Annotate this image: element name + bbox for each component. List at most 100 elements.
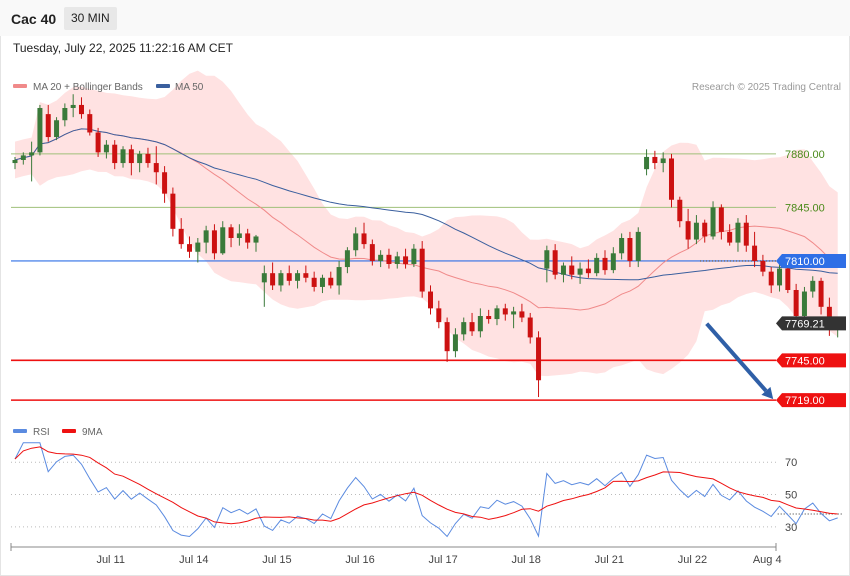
candle-body: [519, 311, 525, 318]
candle-body: [461, 322, 467, 335]
x-tick-label: Jul 18: [512, 554, 541, 566]
candle-body: [344, 250, 350, 268]
candlestick: [311, 271, 317, 292]
bollinger-bands: [15, 70, 838, 377]
candle-body: [378, 254, 384, 261]
candle-body: [436, 308, 442, 323]
candlestick: [153, 146, 159, 185]
candle-body: [627, 238, 633, 261]
candle-body: [319, 277, 325, 287]
candlestick: [178, 218, 184, 249]
candlestick: [344, 247, 350, 274]
candle-body: [793, 290, 799, 316]
candle-body: [602, 257, 608, 271]
support-label-tag: [776, 393, 846, 408]
candle-body: [577, 268, 583, 275]
x-tick-label: Jul 14: [179, 554, 208, 566]
candlestick: [403, 248, 409, 269]
candle-body: [78, 104, 84, 115]
candlestick: [12, 156, 18, 170]
timestamp: Tuesday, July 22, 2025 11:22:16 AM CET: [13, 41, 233, 55]
candlestick: [419, 241, 425, 298]
candlestick: [461, 317, 467, 341]
support-label: 7745.00: [785, 355, 825, 367]
candle-body: [311, 277, 317, 287]
candle-body: [752, 245, 758, 261]
level-labels: 7880.00 7845.00 7810.00 7769.21 7745.00 7719.…: [776, 149, 846, 408]
candlestick: [378, 250, 384, 268]
candle-body: [394, 256, 400, 264]
candle-body: [544, 250, 550, 269]
candle-body: [45, 114, 51, 138]
candlestick: [253, 234, 259, 252]
candlestick: [610, 247, 616, 274]
candle-body: [353, 233, 359, 251]
candle-body: [253, 236, 259, 243]
candlestick: [428, 285, 433, 315]
price-legend: MA 20 + Bollinger Bands MA 50 Research ©…: [13, 82, 841, 93]
candle-body: [328, 277, 334, 286]
candlestick: [818, 277, 824, 315]
candlestick: [369, 239, 375, 266]
candle-body: [361, 233, 367, 245]
candlestick: [54, 117, 60, 141]
candle-body: [37, 108, 43, 153]
candlestick: [95, 127, 101, 157]
candle-body: [286, 273, 292, 281]
candle-body: [103, 144, 109, 153]
candlestick: [145, 147, 151, 168]
x-tick-label: Jul 21: [595, 554, 624, 566]
candle-body: [818, 280, 824, 307]
candlestick: [187, 236, 193, 258]
candlestick: [627, 231, 633, 268]
candlestick: [128, 144, 134, 176]
candle-body: [810, 280, 816, 292]
candlestick: [502, 303, 508, 321]
candlestick: [328, 271, 334, 289]
candle-body: [137, 153, 143, 164]
candle-body: [95, 132, 101, 153]
candlestick: [702, 219, 708, 243]
candlestick: [411, 244, 417, 268]
candlestick: [295, 270, 301, 289]
candle-body: [585, 268, 591, 274]
support-label: 7719.00: [785, 395, 825, 407]
candle-body: [386, 254, 392, 264]
candle-body: [785, 268, 791, 290]
ma50-swatch: [156, 84, 170, 88]
candle-body: [220, 227, 226, 254]
candle-body: [652, 156, 658, 164]
interval-selector[interactable]: 30 MIN: [64, 7, 117, 30]
rsi-legend-label: RSI: [33, 427, 50, 438]
candlestick: [162, 166, 168, 203]
candle-body: [777, 268, 783, 286]
candlestick: [270, 262, 276, 290]
candle-body: [718, 207, 724, 232]
candlestick: [801, 286, 807, 320]
rsi-legend: RSI 9MA: [13, 427, 103, 438]
candlestick: [635, 227, 641, 268]
candlestick: [652, 150, 658, 170]
rsi-tick-label: 50: [785, 490, 797, 502]
candlestick: [735, 218, 741, 252]
candlestick: [361, 222, 367, 249]
candlestick: [710, 201, 716, 240]
candlestick: [319, 274, 325, 294]
candlestick: [29, 141, 35, 182]
forecast-arrow: [705, 322, 774, 400]
candle-body: [660, 158, 666, 164]
candlestick: [544, 245, 550, 283]
candle-body: [236, 233, 242, 238]
candle-body: [743, 222, 749, 246]
forecast-arrow-shaft: [705, 322, 768, 393]
instrument-symbol: Cac 40: [11, 11, 57, 27]
candlestick: [203, 225, 209, 254]
x-tick-label: Jul 16: [345, 554, 374, 566]
candle-body: [228, 227, 234, 238]
candle-body: [245, 233, 251, 243]
x-tick-label: Aug 4: [753, 554, 782, 566]
x-tick-label: Jul 15: [262, 554, 291, 566]
candle-body: [760, 260, 766, 272]
candle-body: [536, 337, 542, 381]
